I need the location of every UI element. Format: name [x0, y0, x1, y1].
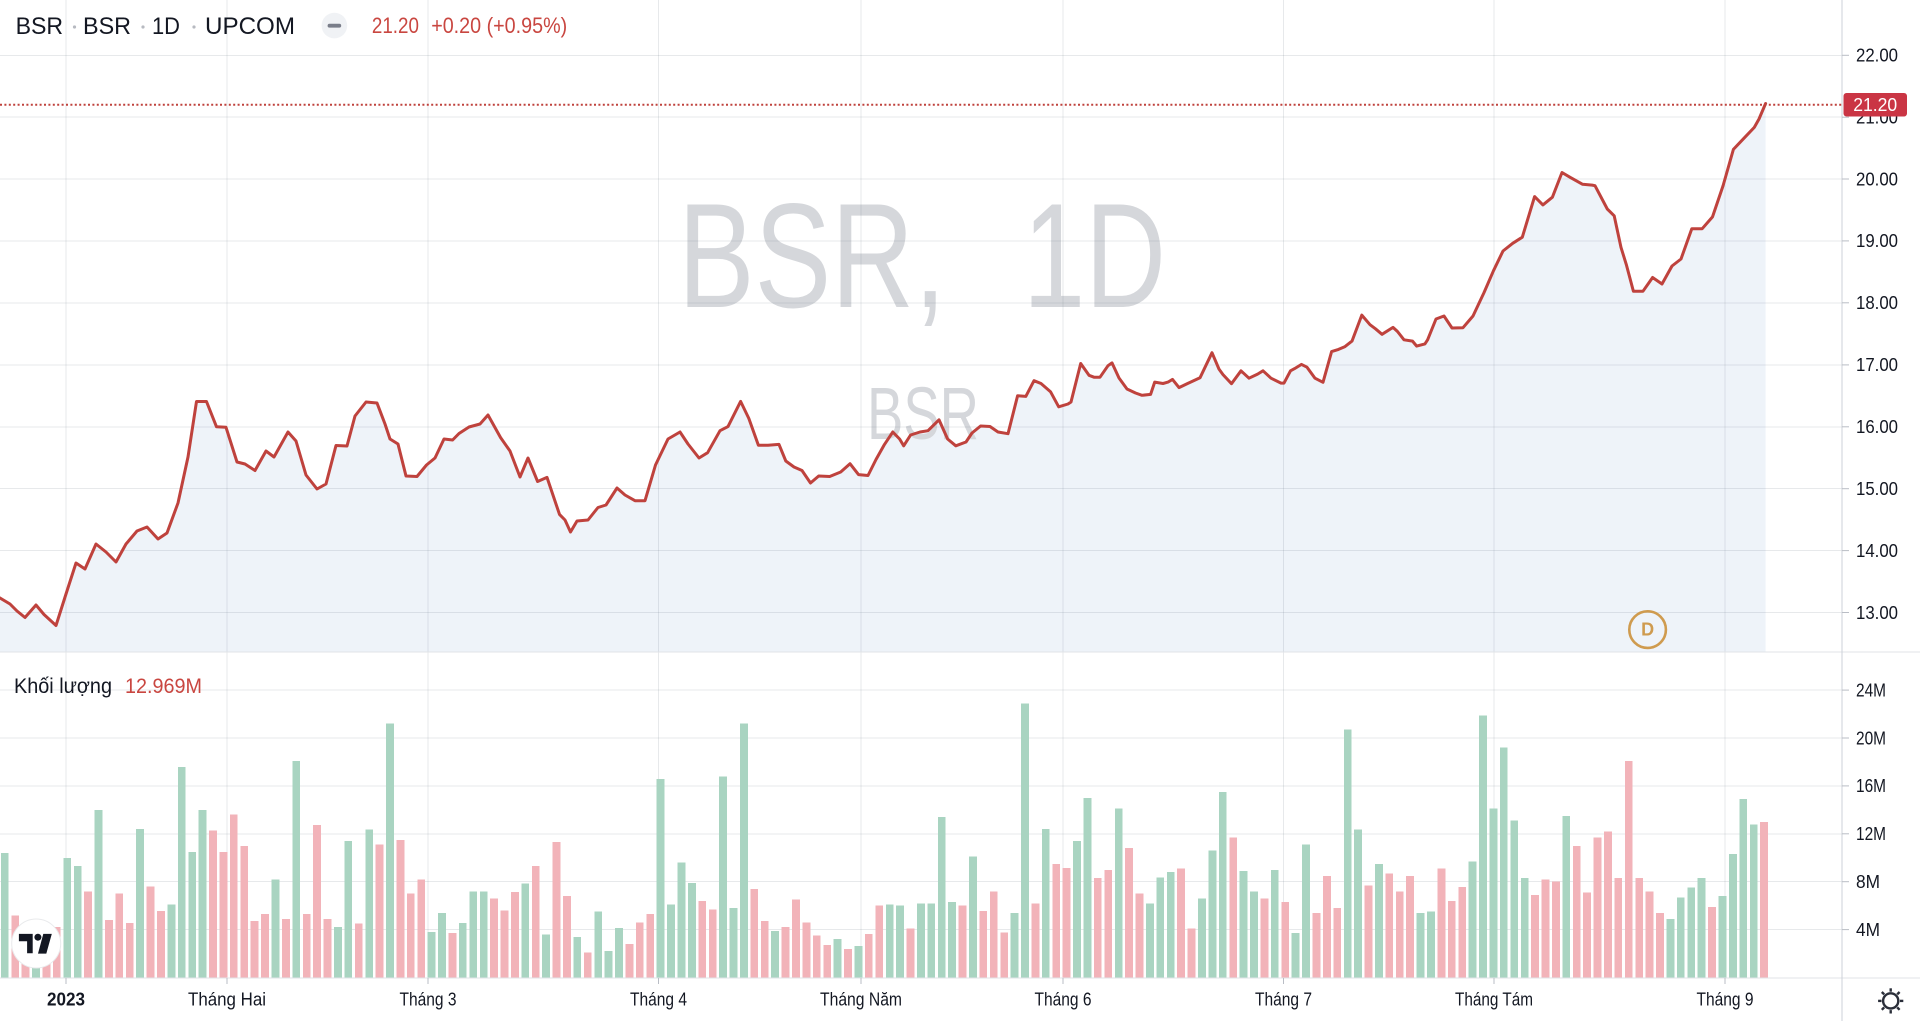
- svg-text:12.969M: 12.969M: [125, 675, 202, 698]
- svg-text:18.00: 18.00: [1856, 293, 1898, 313]
- svg-text:+0.20 (+0.95%): +0.20 (+0.95%): [431, 13, 567, 38]
- svg-text:Tháng Năm: Tháng Năm: [820, 989, 902, 1010]
- svg-text:Tháng 9: Tháng 9: [1697, 989, 1754, 1010]
- svg-text:Tháng Hai: Tháng Hai: [188, 989, 266, 1010]
- svg-text:Tháng 6: Tháng 6: [1035, 989, 1092, 1010]
- svg-text:20M: 20M: [1856, 728, 1886, 748]
- svg-text:BSR: BSR: [83, 13, 131, 40]
- svg-text:2023: 2023: [47, 989, 85, 1010]
- svg-text:Tháng 4: Tháng 4: [630, 989, 687, 1010]
- svg-text:17.00: 17.00: [1856, 355, 1898, 375]
- svg-text:UPCOM: UPCOM: [205, 13, 295, 40]
- svg-text:12M: 12M: [1856, 824, 1886, 844]
- svg-text:Tháng 7: Tháng 7: [1255, 989, 1312, 1010]
- svg-text:8M: 8M: [1856, 872, 1880, 892]
- svg-text:13.00: 13.00: [1856, 603, 1898, 623]
- svg-text:14.00: 14.00: [1856, 541, 1898, 561]
- svg-text:BSR: BSR: [16, 13, 64, 40]
- svg-text:15.00: 15.00: [1856, 479, 1898, 499]
- svg-text:20.00: 20.00: [1856, 169, 1898, 189]
- svg-text:D: D: [1641, 620, 1654, 640]
- svg-text:Tháng 3: Tháng 3: [400, 989, 457, 1010]
- svg-text:1D: 1D: [152, 13, 180, 40]
- svg-text:16.00: 16.00: [1856, 417, 1898, 437]
- svg-text:19.00: 19.00: [1856, 231, 1898, 251]
- svg-text:Khối lượng: Khối lượng: [14, 675, 112, 698]
- svg-text:22.00: 22.00: [1856, 46, 1898, 66]
- svg-text:24M: 24M: [1856, 680, 1886, 700]
- svg-text:21.20: 21.20: [1853, 95, 1897, 115]
- svg-text:BSR,: BSR,: [678, 172, 946, 339]
- svg-text:1D: 1D: [1023, 172, 1166, 339]
- svg-text:16M: 16M: [1856, 776, 1886, 796]
- svg-text:Tháng Tám: Tháng Tám: [1455, 989, 1533, 1010]
- svg-text:21.20: 21.20: [372, 13, 419, 38]
- svg-text:4M: 4M: [1856, 920, 1880, 940]
